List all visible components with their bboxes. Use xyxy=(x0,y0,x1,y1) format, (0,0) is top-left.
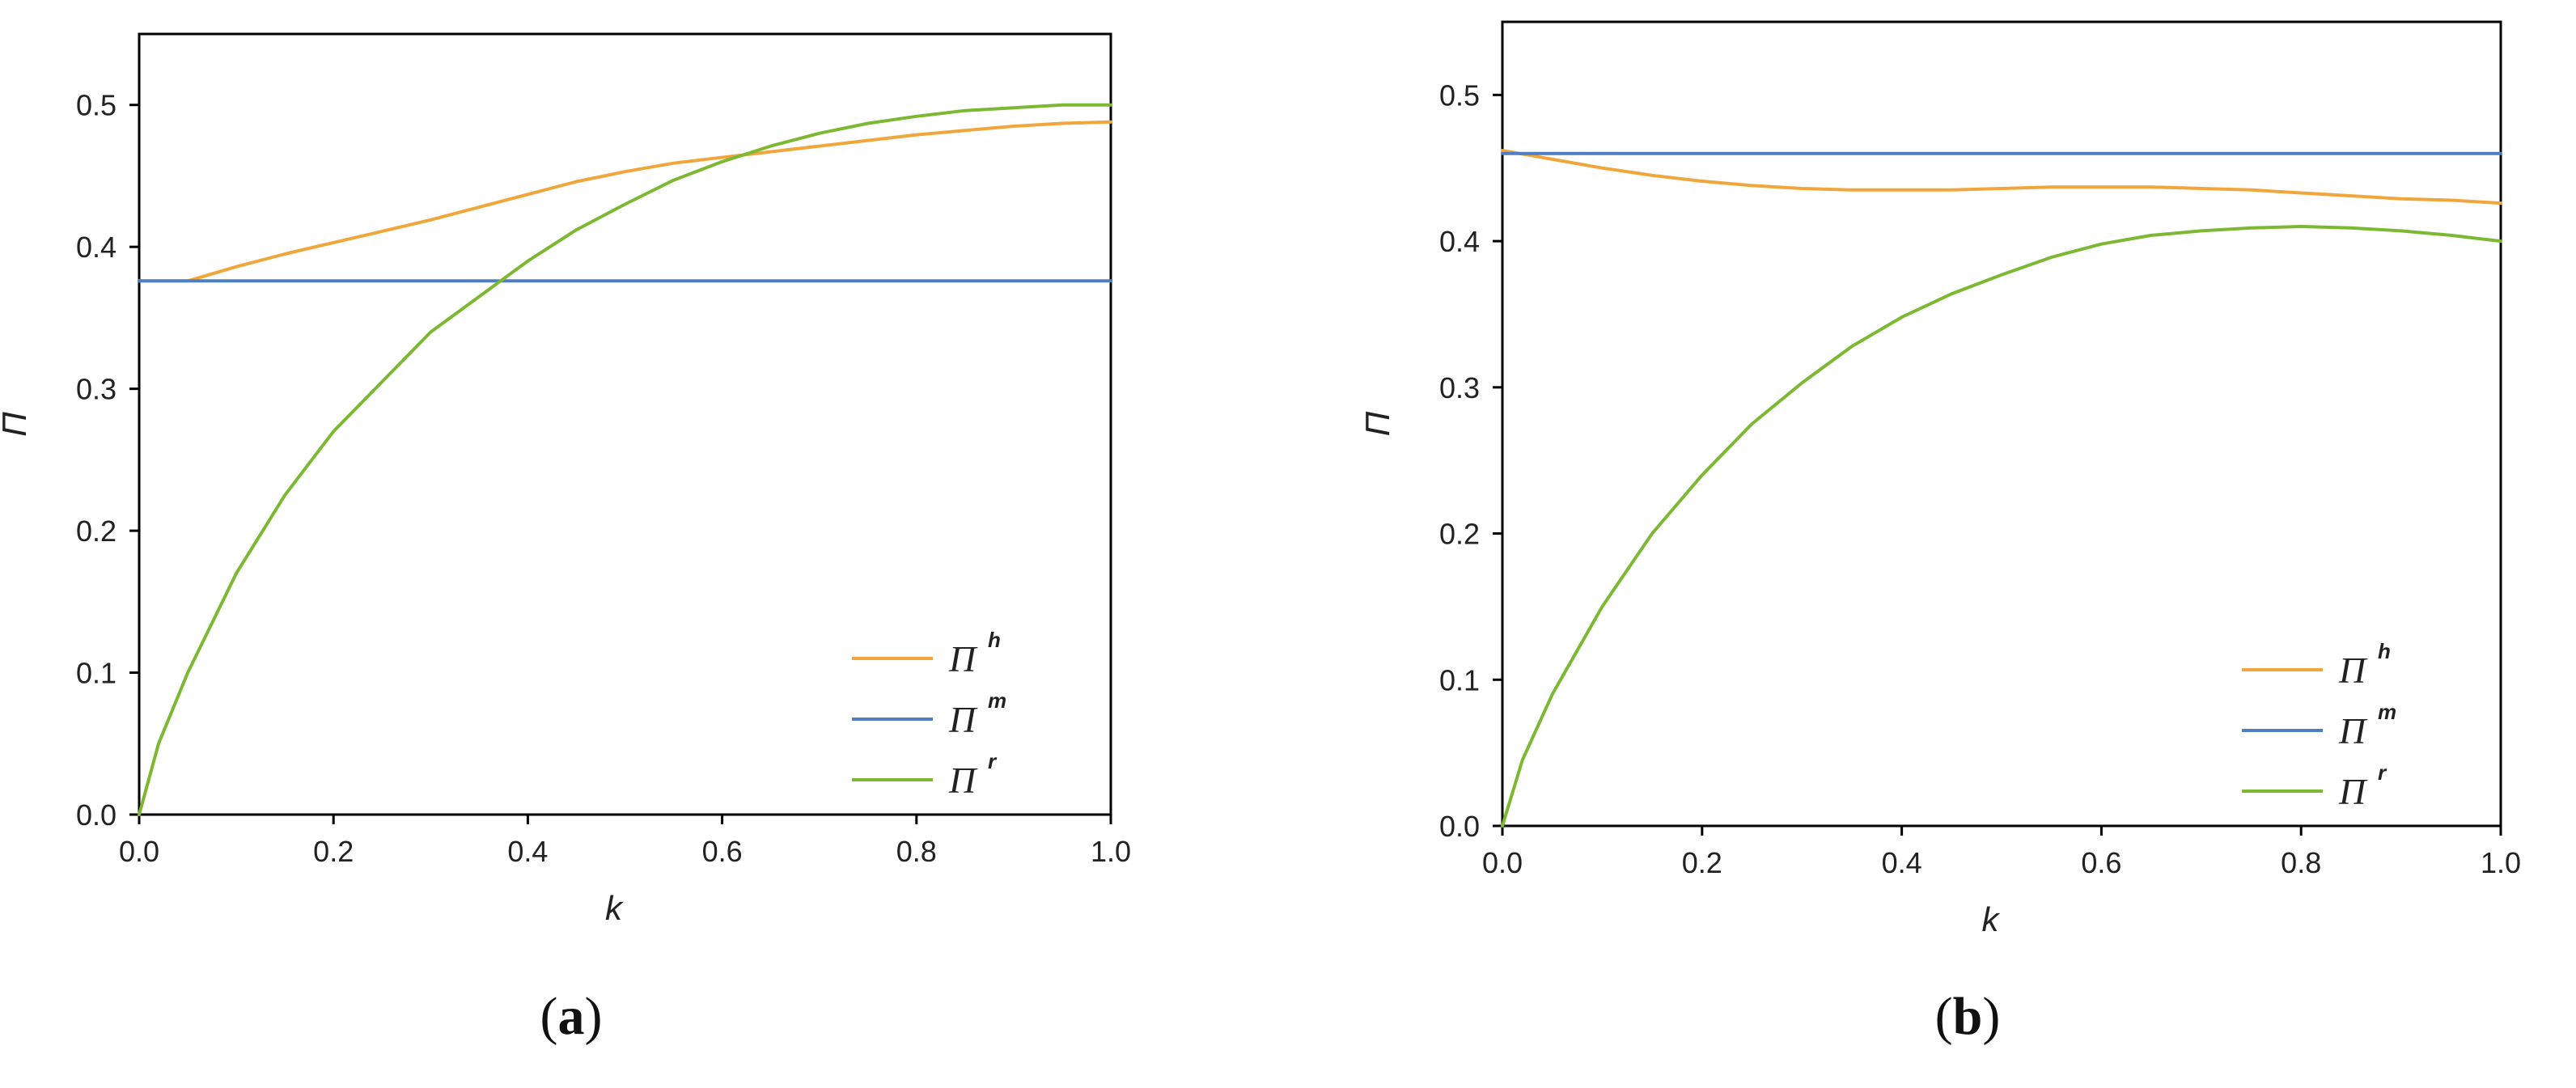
y-axis-title: Π xyxy=(0,412,33,437)
panel-close-paren: ) xyxy=(585,987,603,1046)
x-tick-label: 0.4 xyxy=(1882,846,1922,879)
x-tick-label: 0.4 xyxy=(507,835,548,868)
series-line-r xyxy=(138,103,1112,816)
legend-sup-h: h xyxy=(2378,639,2391,663)
legend-label-r: Π xyxy=(948,760,978,801)
x-tick-label: 1.0 xyxy=(1091,835,1131,868)
legend-sup-h: h xyxy=(988,628,1001,652)
legend-label-h: Π xyxy=(948,638,978,679)
panel-label: (b) xyxy=(1935,987,2001,1046)
x-tick-label: 0.2 xyxy=(1682,846,1722,879)
y-tick-label: 0.3 xyxy=(76,373,117,406)
panel-label: (a) xyxy=(540,987,603,1046)
x-tick-label: 0.0 xyxy=(1482,846,1523,879)
legend-sup-m: m xyxy=(988,688,1006,713)
x-tick-label: 0.6 xyxy=(2081,846,2121,879)
series-line-r xyxy=(1501,225,2502,828)
x-tick-label: 0.8 xyxy=(2281,846,2321,879)
legend-sup-r: r xyxy=(2378,760,2387,785)
y-tick-label: 0.5 xyxy=(76,89,117,122)
series-line-h xyxy=(1501,149,2502,205)
y-tick-label: 0.0 xyxy=(76,798,117,832)
y-tick-label: 0.1 xyxy=(1439,663,1480,696)
legend-label-r: Π xyxy=(2338,771,2368,812)
panel-letter: a xyxy=(558,987,585,1046)
panel-letter: b xyxy=(1953,987,1983,1046)
y-tick-label: 0.1 xyxy=(76,657,117,690)
panel-close-paren: ) xyxy=(1982,987,2000,1046)
plot-frame xyxy=(1501,20,2502,828)
x-axis-title: k xyxy=(1982,900,2001,938)
y-axis-title: Π xyxy=(1358,411,1396,436)
x-axis-title: k xyxy=(605,889,624,927)
y-tick-label: 0.2 xyxy=(1439,518,1480,551)
y-tick-label: 0.4 xyxy=(1439,225,1480,258)
panel-open-paren: ( xyxy=(540,987,558,1046)
x-tick-label: 0.6 xyxy=(702,835,743,868)
y-tick-label: 0.5 xyxy=(1439,78,1480,112)
legend-sup-m: m xyxy=(2378,700,2396,724)
chart-panel-a: 0.00.20.40.60.81.00.00.10.20.30.40.5kΠΠh… xyxy=(0,32,1131,1046)
x-tick-label: 0.2 xyxy=(313,835,354,868)
panel-open-paren: ( xyxy=(1935,987,1953,1046)
y-tick-label: 0.3 xyxy=(1439,371,1480,404)
x-tick-label: 0.8 xyxy=(896,835,937,868)
plot-frame xyxy=(138,32,1112,816)
x-tick-label: 1.0 xyxy=(2481,846,2521,879)
y-tick-label: 0.2 xyxy=(76,514,117,548)
legend-label-h: Π xyxy=(2338,650,2368,691)
y-tick-label: 0.0 xyxy=(1439,810,1480,843)
legend-label-m: Π xyxy=(2338,710,2368,751)
x-tick-label: 0.0 xyxy=(119,835,159,868)
legend-label-m: Π xyxy=(948,699,978,740)
series-line-h xyxy=(138,120,1112,283)
legend-sup-r: r xyxy=(988,749,998,773)
y-tick-label: 0.4 xyxy=(76,231,117,264)
